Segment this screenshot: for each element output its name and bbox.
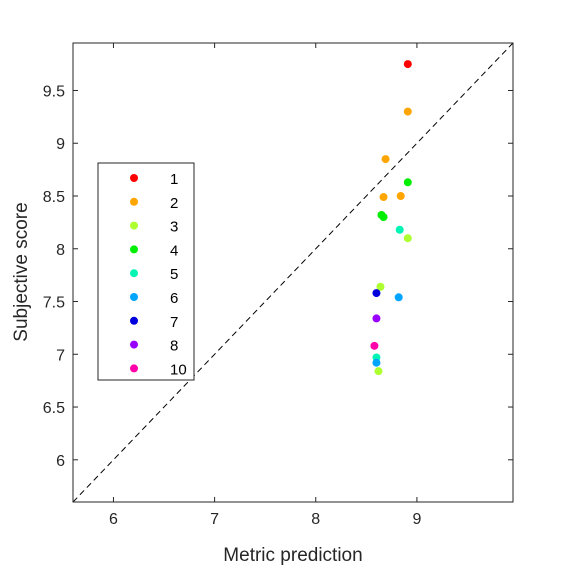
data-point — [372, 289, 381, 298]
y-tick-label: 6.5 — [43, 400, 65, 417]
x-tick-label: 9 — [412, 511, 421, 528]
legend: 1 2 3 4 5 6 7 8 10 — [97, 162, 195, 381]
y-axis-ticks: 6 6.5 7 7.5 8 8.5 9 9.5 — [43, 83, 513, 470]
x-axis-ticks: 6 7 8 9 — [109, 43, 421, 528]
legend-label: 2 — [170, 195, 178, 212]
legend-marker — [130, 364, 138, 373]
legend-marker — [130, 245, 138, 254]
y-tick-label: 9.5 — [43, 83, 65, 100]
legend-marker — [130, 293, 138, 301]
y-tick-label: 6 — [56, 453, 65, 470]
y-tick-label: 9 — [56, 136, 65, 153]
y-tick-label: 7.5 — [43, 295, 65, 312]
legend-marker — [130, 197, 138, 206]
data-point — [379, 193, 388, 202]
legend-box — [97, 162, 195, 381]
legend-label: 1 — [170, 171, 178, 188]
plot-frame — [72, 42, 514, 503]
data-point — [372, 314, 381, 323]
data-point — [379, 213, 388, 222]
x-tick-label: 6 — [109, 511, 118, 528]
x-axis-label: Metric prediction — [223, 545, 362, 566]
data-point — [374, 367, 383, 376]
y-tick-label: 8.5 — [43, 189, 65, 206]
legend-label: 5 — [170, 266, 178, 283]
data-point — [403, 178, 412, 187]
data-point — [403, 107, 412, 116]
legend-marker — [130, 174, 138, 182]
reference-line — [72, 42, 514, 503]
legend-label: 3 — [170, 219, 178, 236]
legend-marker — [130, 221, 138, 230]
data-point — [370, 341, 379, 350]
y-tick-label: 7 — [56, 347, 65, 364]
data-point — [381, 155, 390, 164]
data-point — [372, 358, 381, 367]
legend-label: 4 — [170, 242, 178, 259]
data-point — [396, 192, 405, 200]
legend-label: 7 — [170, 314, 178, 331]
y-axis-label: Subjective score — [11, 202, 32, 341]
legend-marker — [130, 340, 138, 349]
data-point — [394, 293, 403, 302]
data-point — [403, 60, 412, 69]
x-tick-label: 8 — [311, 511, 320, 528]
legend-label: 8 — [170, 338, 178, 355]
data-points-group — [370, 60, 412, 376]
y-tick-label: 8 — [56, 242, 65, 259]
reference-line-group — [72, 42, 514, 503]
legend-label: 10 — [170, 361, 187, 378]
legend-marker — [130, 316, 138, 325]
data-point — [403, 234, 412, 243]
data-point — [395, 225, 404, 234]
x-tick-label: 7 — [210, 511, 219, 528]
legend-marker — [130, 269, 138, 278]
legend-label: 6 — [170, 290, 178, 307]
data-point — [376, 282, 385, 291]
